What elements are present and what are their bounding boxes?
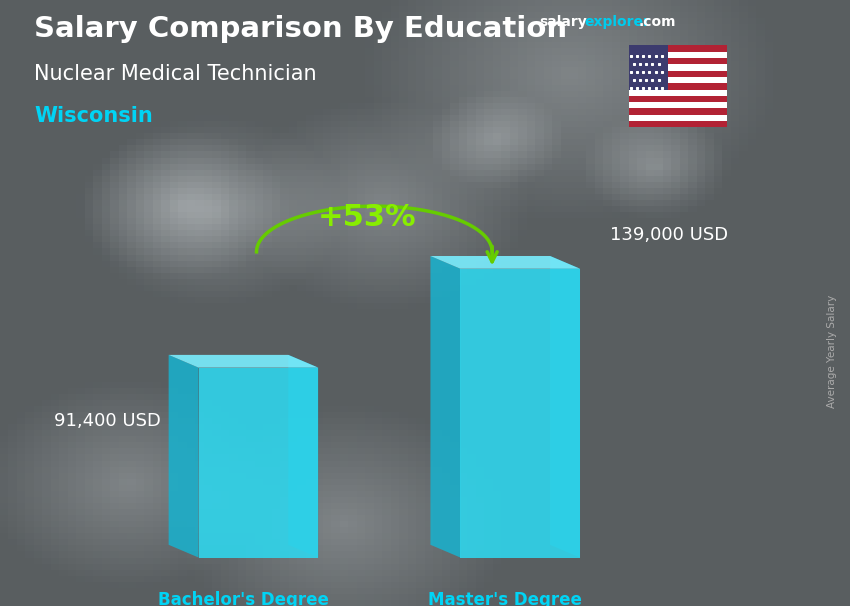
Text: .com: .com xyxy=(638,15,676,29)
Bar xyxy=(629,121,727,127)
Polygon shape xyxy=(288,355,318,558)
Text: +53%: +53% xyxy=(318,203,416,232)
Polygon shape xyxy=(461,268,580,558)
Bar xyxy=(629,108,727,115)
Polygon shape xyxy=(550,256,580,558)
Polygon shape xyxy=(168,355,318,368)
Polygon shape xyxy=(199,368,318,558)
Polygon shape xyxy=(430,256,580,268)
Text: 139,000 USD: 139,000 USD xyxy=(610,225,728,244)
Text: Wisconsin: Wisconsin xyxy=(34,106,153,126)
Text: 91,400 USD: 91,400 USD xyxy=(54,412,162,430)
Bar xyxy=(629,71,727,77)
Bar xyxy=(629,77,727,83)
Text: Bachelor's Degree: Bachelor's Degree xyxy=(158,591,329,606)
Bar xyxy=(629,96,727,102)
Polygon shape xyxy=(168,355,199,558)
Bar xyxy=(629,115,727,121)
Bar xyxy=(629,83,727,90)
Bar xyxy=(629,90,727,96)
Text: explorer: explorer xyxy=(585,15,651,29)
Text: Average Yearly Salary: Average Yearly Salary xyxy=(827,295,837,408)
Bar xyxy=(629,45,668,90)
Bar xyxy=(629,45,727,52)
Text: Salary Comparison By Education: Salary Comparison By Education xyxy=(34,15,567,43)
Bar xyxy=(629,102,727,108)
Polygon shape xyxy=(430,256,461,558)
Text: Master's Degree: Master's Degree xyxy=(428,591,582,606)
Bar xyxy=(629,58,727,64)
Text: salary: salary xyxy=(540,15,587,29)
Bar xyxy=(629,64,727,71)
Bar xyxy=(629,52,727,58)
Text: Nuclear Medical Technician: Nuclear Medical Technician xyxy=(34,64,316,84)
